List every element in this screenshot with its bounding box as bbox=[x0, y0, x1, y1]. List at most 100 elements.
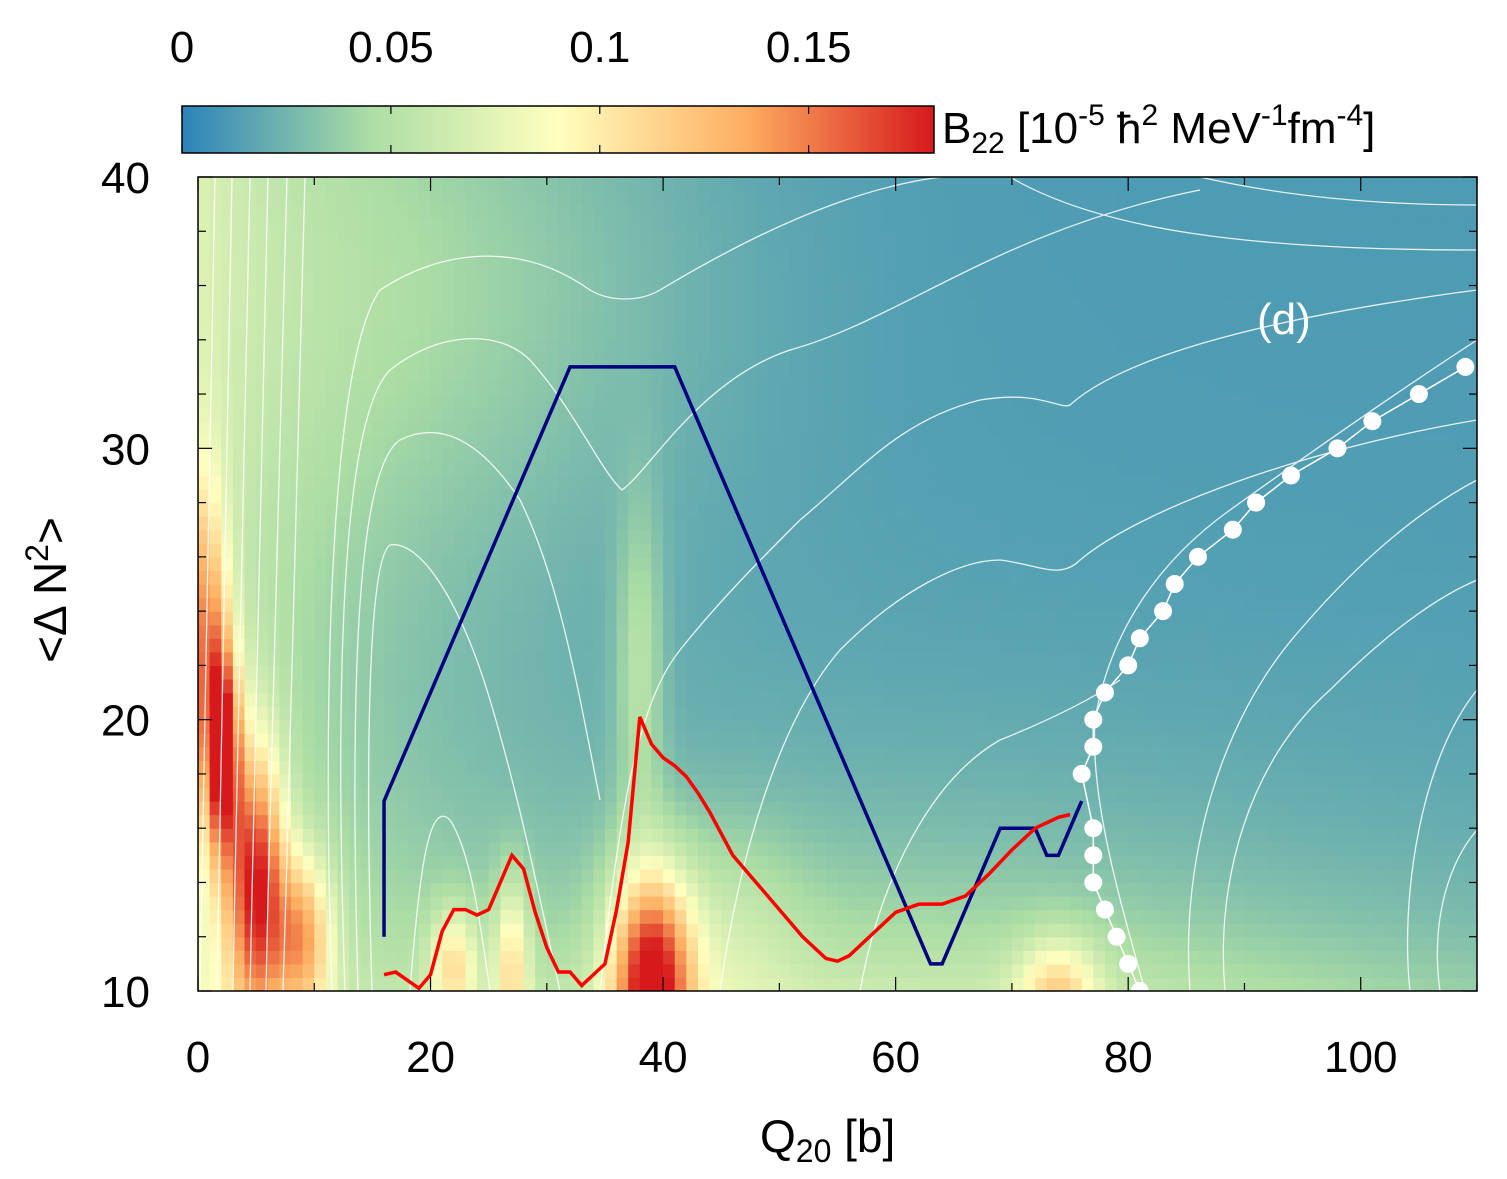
heatmap-cell bbox=[918, 366, 932, 382]
heatmap-cell bbox=[1116, 868, 1129, 884]
heatmap-cell bbox=[570, 733, 583, 748]
heatmap-cell bbox=[465, 556, 478, 572]
heatmap-cell bbox=[523, 271, 536, 287]
heatmap-cell bbox=[267, 461, 280, 477]
heatmap-cell bbox=[674, 407, 687, 422]
heatmap-cell bbox=[546, 516, 560, 531]
heatmap-cell bbox=[1035, 746, 1048, 761]
heatmap-cell bbox=[988, 706, 1001, 721]
heatmap-cell bbox=[558, 190, 571, 205]
heatmap-cell bbox=[418, 950, 432, 965]
heatmap-cell bbox=[860, 651, 873, 666]
heatmap-cell bbox=[953, 868, 966, 884]
heatmap-cell bbox=[523, 339, 536, 354]
heatmap-cell bbox=[500, 665, 513, 680]
heatmap-cell bbox=[523, 489, 536, 504]
heatmap-cell bbox=[407, 312, 420, 327]
heatmap-cell bbox=[651, 421, 664, 436]
heatmap-cell bbox=[790, 421, 804, 436]
heatmap-cell bbox=[325, 258, 339, 273]
heatmap-cell bbox=[581, 936, 594, 951]
heatmap-cell bbox=[686, 923, 699, 938]
heatmap-cell bbox=[732, 475, 746, 490]
heatmap-cell bbox=[779, 190, 792, 205]
heatmap-cell bbox=[965, 312, 978, 327]
heatmap-cell bbox=[221, 475, 234, 490]
heatmap-cell bbox=[221, 204, 234, 219]
heatmap-cell bbox=[651, 611, 664, 626]
heatmap-cell bbox=[198, 394, 211, 409]
heatmap-cell bbox=[616, 963, 629, 979]
heatmap-cell bbox=[198, 706, 211, 721]
heatmap-cell bbox=[442, 760, 455, 775]
heatmap-cell bbox=[988, 651, 1001, 666]
heatmap-cell bbox=[453, 529, 467, 544]
heatmap-cell bbox=[1011, 204, 1025, 219]
heatmap-cell bbox=[884, 624, 897, 639]
heatmap-cell bbox=[1058, 434, 1071, 449]
heatmap-cell bbox=[1011, 868, 1025, 884]
heatmap-cell bbox=[732, 787, 746, 802]
heatmap-cell bbox=[907, 597, 920, 612]
heatmap-cell bbox=[500, 923, 513, 938]
heatmap-cell bbox=[267, 977, 280, 991]
heatmap-cell bbox=[325, 624, 339, 639]
heatmap-cell bbox=[279, 516, 292, 531]
heatmap-cell bbox=[1011, 855, 1025, 870]
heatmap-cell bbox=[314, 177, 327, 192]
heatmap-cell bbox=[697, 244, 711, 259]
heatmap-cell bbox=[639, 326, 653, 341]
heatmap-cell bbox=[1035, 977, 1048, 991]
heatmap-cell bbox=[221, 461, 234, 477]
heatmap-cell bbox=[1011, 882, 1025, 897]
heatmap-cell bbox=[511, 841, 525, 856]
heatmap-cell bbox=[198, 719, 211, 734]
heatmap-cell bbox=[267, 271, 280, 287]
heatmap-cell bbox=[244, 570, 257, 585]
heatmap-cell bbox=[849, 570, 862, 585]
heatmap-cell bbox=[639, 923, 653, 938]
heatmap-cell bbox=[384, 529, 397, 544]
heatmap-cell bbox=[965, 489, 978, 504]
heatmap-cell bbox=[872, 258, 885, 273]
heatmap-cell bbox=[663, 285, 676, 300]
heatmap-cell bbox=[663, 190, 676, 205]
heatmap-cell bbox=[872, 624, 885, 639]
heatmap-cell bbox=[302, 529, 315, 544]
heatmap-cell bbox=[372, 529, 385, 544]
heatmap-cell bbox=[837, 394, 850, 409]
heatmap-cell bbox=[570, 773, 583, 789]
heatmap-cell bbox=[337, 868, 350, 884]
heatmap-cell bbox=[756, 692, 769, 707]
heatmap-cell bbox=[953, 963, 966, 979]
heatmap-cell bbox=[860, 461, 873, 477]
heatmap-cell bbox=[384, 746, 397, 761]
heatmap-cell bbox=[895, 407, 908, 422]
heatmap-cell bbox=[558, 556, 571, 572]
heatmap-cell bbox=[581, 896, 594, 911]
heatmap-cell bbox=[744, 407, 757, 422]
heatmap-cell bbox=[325, 896, 339, 911]
heatmap-cell bbox=[825, 380, 839, 395]
heatmap-cell bbox=[279, 638, 292, 653]
heatmap-cell bbox=[372, 231, 385, 246]
heatmap-cell bbox=[430, 733, 443, 748]
heatmap-cell bbox=[418, 665, 432, 680]
heatmap-cell bbox=[1011, 353, 1025, 368]
heatmap-cell bbox=[256, 326, 269, 341]
heatmap-cell bbox=[546, 977, 560, 991]
heatmap-cell bbox=[651, 489, 664, 504]
heatmap-cell bbox=[325, 299, 339, 314]
heatmap-cell bbox=[767, 366, 780, 382]
heatmap-cell bbox=[767, 380, 780, 395]
heatmap-cell bbox=[232, 760, 246, 775]
heatmap-cell bbox=[360, 909, 374, 924]
heatmap-cell bbox=[767, 828, 780, 843]
heatmap-cell bbox=[849, 366, 862, 382]
heatmap-cell bbox=[651, 570, 664, 585]
heatmap-cell bbox=[988, 719, 1001, 734]
heatmap-cell bbox=[825, 204, 839, 219]
heatmap-cell bbox=[895, 936, 908, 951]
heatmap-cell bbox=[477, 543, 490, 558]
heatmap-cell bbox=[372, 950, 385, 965]
